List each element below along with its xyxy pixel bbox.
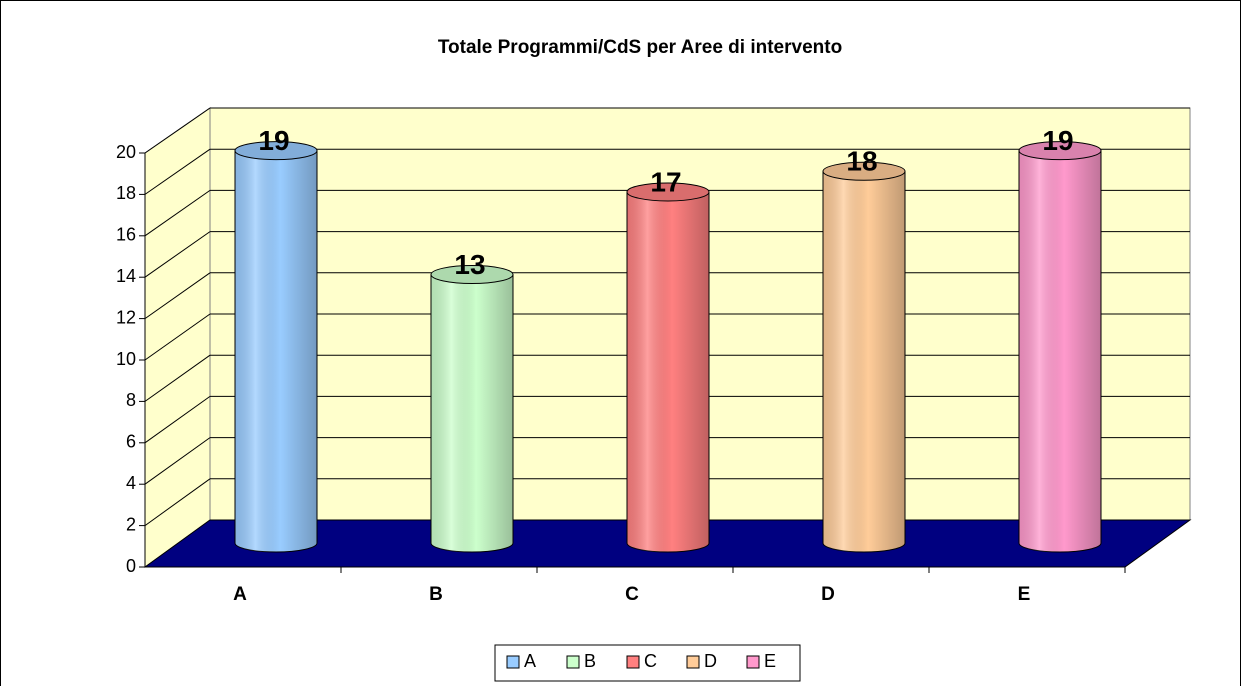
grid-line-side [144, 395, 211, 444]
x-tick-label: D [821, 584, 835, 605]
grid-line-side [144, 107, 211, 154]
value-label: 13 [454, 249, 485, 280]
y-tick-label: 16 [116, 225, 136, 245]
x-tick-label: C [625, 584, 639, 605]
legend-swatch [746, 655, 760, 669]
bars: 19 13 17 18 19 [234, 125, 1102, 553]
bar-shade [235, 150, 317, 552]
grid-line-side [144, 313, 211, 361]
x-tick-label: B [429, 584, 443, 605]
legend-label: E [764, 651, 776, 671]
y-tick-label: 0 [126, 556, 136, 576]
y-tick-label: 6 [126, 432, 136, 452]
bar-shade [1019, 150, 1101, 552]
y-tick-label: 8 [126, 390, 136, 410]
y-tick-label: 18 [116, 183, 136, 203]
legend-label: C [644, 651, 657, 671]
value-label: 18 [846, 146, 877, 177]
legend-label: B [584, 651, 596, 671]
grid-line-side [144, 272, 211, 320]
y-tick-label: 14 [116, 266, 136, 286]
bar-shade [431, 274, 513, 552]
grid-line-side [144, 148, 211, 195]
grid-line-side [144, 437, 211, 485]
grid-line-side [144, 354, 211, 402]
bar-top [626, 182, 710, 202]
y-tick-label: 10 [116, 349, 136, 369]
bar-top [1018, 141, 1102, 161]
legend-swatch [566, 655, 580, 669]
legend-swatch [686, 655, 700, 669]
bar-top [430, 265, 514, 285]
value-label: 17 [650, 166, 681, 197]
bar-top [234, 141, 318, 161]
y-tick-label: 12 [116, 307, 136, 327]
grid-line-side [144, 189, 211, 237]
bar-shade [627, 191, 709, 552]
grid-line-side [144, 231, 211, 278]
y-tick-label: 20 [116, 142, 136, 162]
x-tick-label: E [1018, 584, 1031, 605]
chart-title: Totale Programmi/CdS per Aree di interve… [438, 37, 842, 58]
legend-items: A B C D E [506, 651, 776, 671]
value-label: 19 [258, 125, 289, 156]
value-label: 19 [1042, 125, 1073, 156]
legend-label: A [524, 651, 536, 671]
bar-shade [823, 171, 905, 553]
legend-swatch [506, 655, 520, 669]
y-tick-label: 4 [126, 473, 136, 493]
x-tick-label: A [233, 584, 247, 605]
bar-top [822, 161, 906, 181]
legend-label: D [704, 651, 717, 671]
grid-line-side [144, 478, 211, 527]
legend-swatch [626, 655, 640, 669]
y-tick-label: 2 [126, 514, 136, 534]
